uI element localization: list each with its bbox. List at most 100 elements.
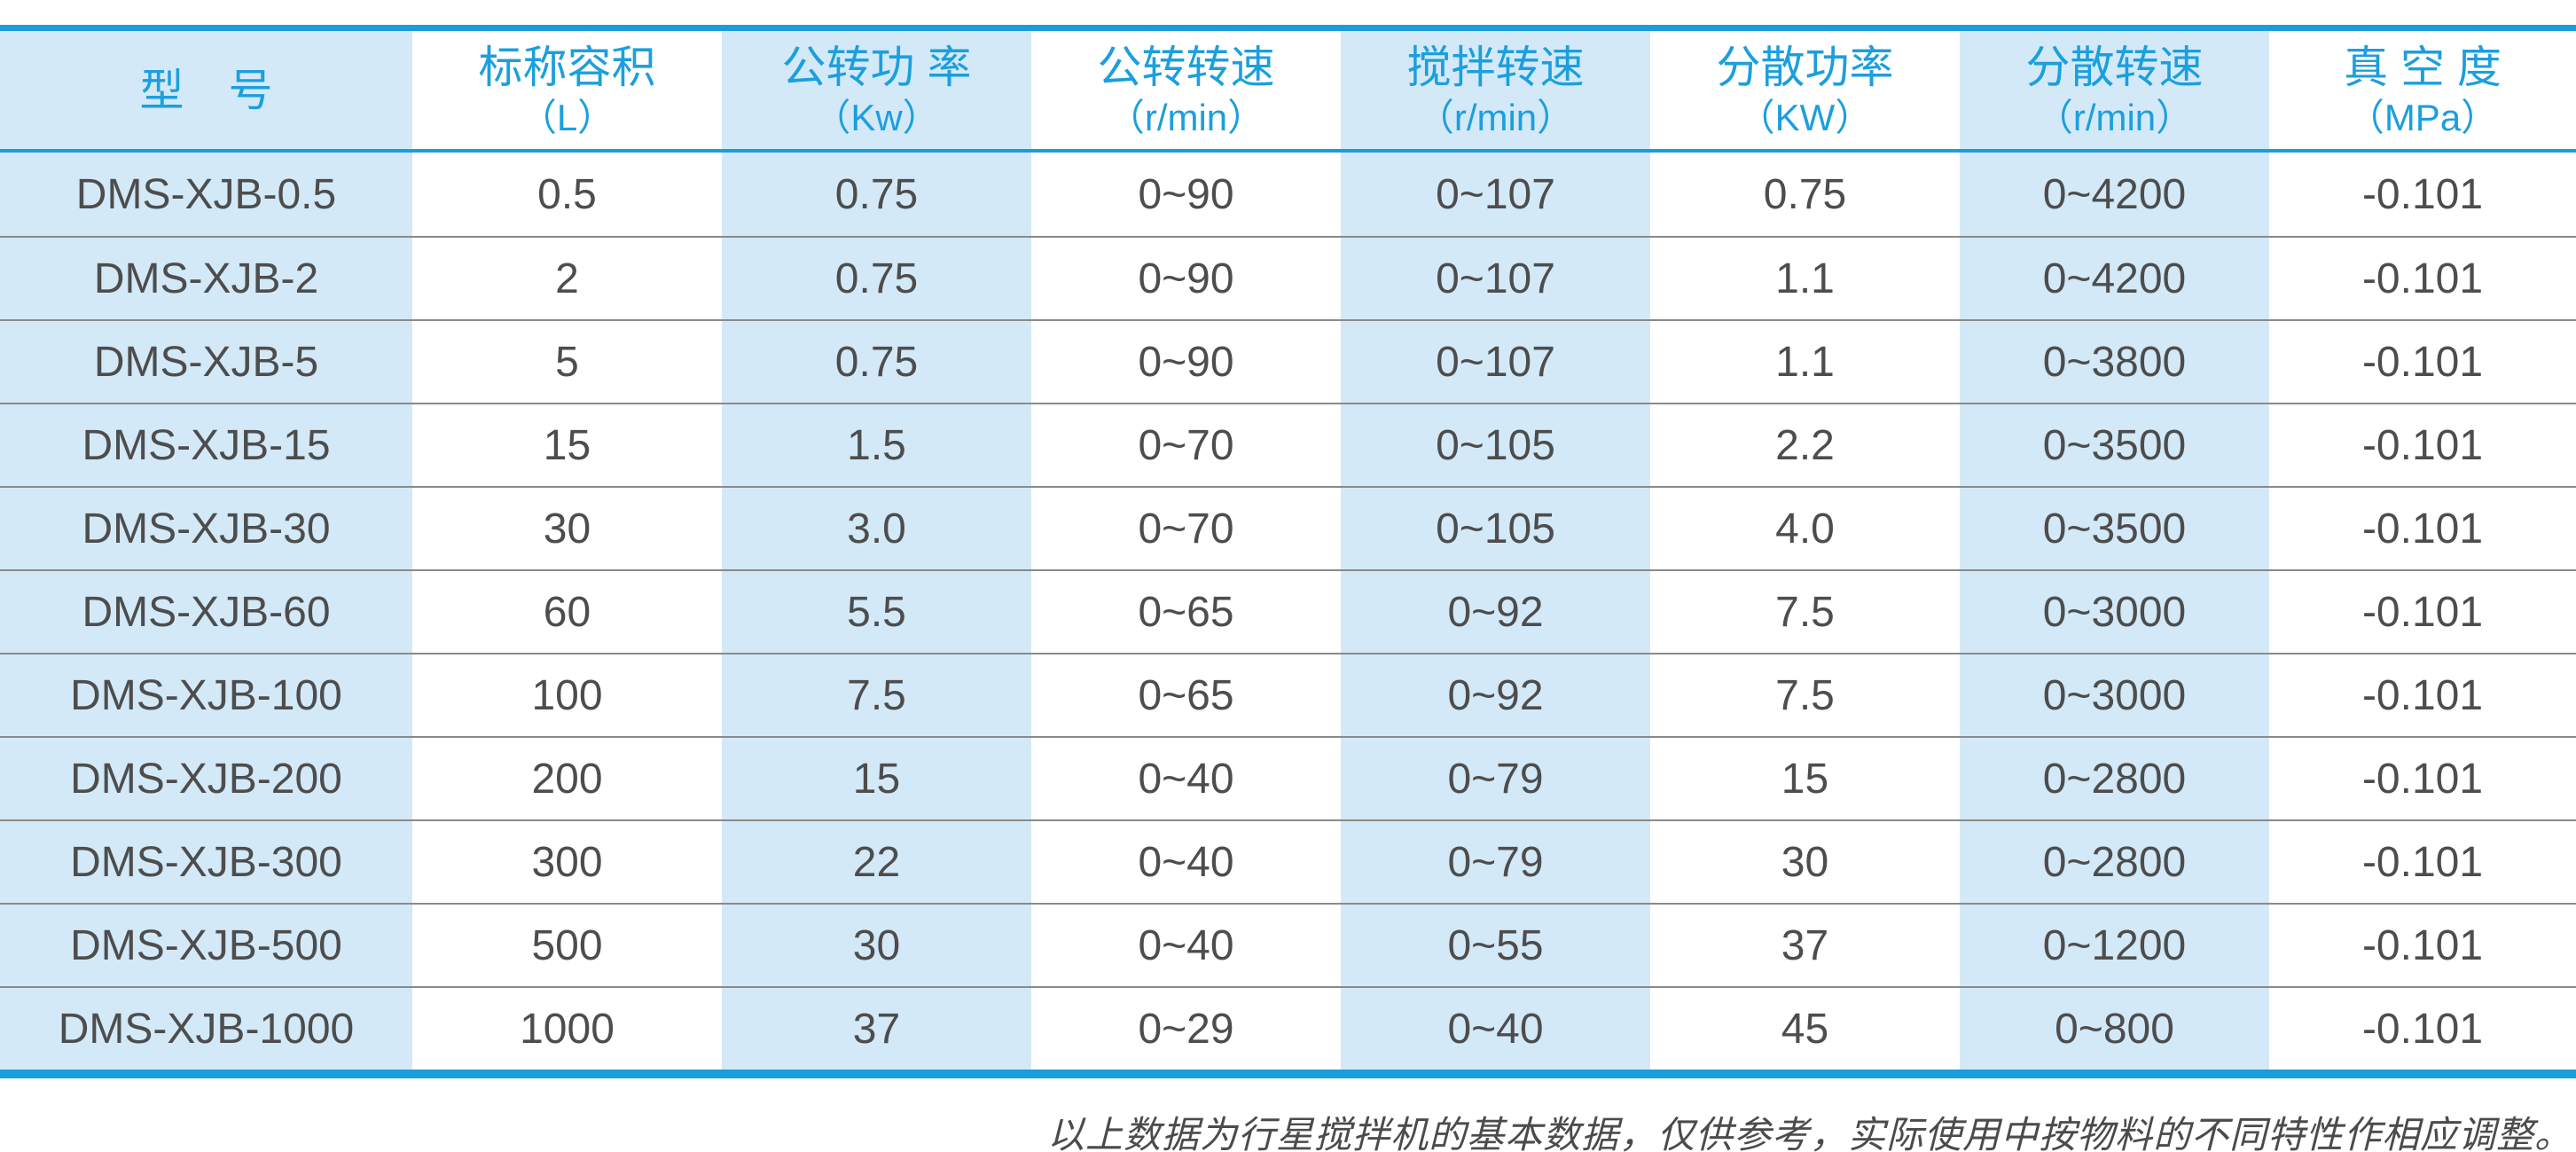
table-cell: 0~800 bbox=[1960, 988, 2269, 1070]
header-unit: （Kw） bbox=[813, 96, 940, 138]
table-cell: -0.101 bbox=[2269, 571, 2576, 653]
table-cell: -0.101 bbox=[2269, 905, 2576, 986]
header-unit: （L） bbox=[519, 96, 615, 138]
table-row: DMS-XJB-200 200 15 0~40 0~79 15 0~2800 -… bbox=[0, 736, 2576, 819]
header-cell-nominal-volume: 标称容积 （L） bbox=[412, 31, 722, 149]
table-cell: 300 bbox=[412, 821, 722, 903]
table-cell: 2 bbox=[412, 238, 722, 319]
table-cell: 0~1200 bbox=[1960, 905, 2269, 986]
table-cell: 0~65 bbox=[1031, 571, 1341, 653]
table-cell: 1.1 bbox=[1650, 238, 1960, 319]
table-row: DMS-XJB-15 15 1.5 0~70 0~105 2.2 0~3500 … bbox=[0, 403, 2576, 486]
table-cell: 30 bbox=[722, 905, 1031, 986]
table-cell: 0~3000 bbox=[1960, 571, 2269, 653]
table-cell: 0~40 bbox=[1031, 905, 1341, 986]
table-cell: 22 bbox=[722, 821, 1031, 903]
table-row: DMS-XJB-1000 1000 37 0~29 0~40 45 0~800 … bbox=[0, 986, 2576, 1070]
header-cell-revolution-speed: 公转转速 （r/min） bbox=[1031, 31, 1341, 149]
table-cell: -0.101 bbox=[2269, 321, 2576, 403]
header-cell-model: 型 号 bbox=[0, 31, 412, 149]
table-cell: 0.75 bbox=[722, 321, 1031, 403]
table-cell: 30 bbox=[412, 488, 722, 569]
table-cell: 5.5 bbox=[722, 571, 1031, 653]
table-cell-model: DMS-XJB-5 bbox=[0, 321, 412, 403]
table-cell-model: DMS-XJB-30 bbox=[0, 488, 412, 569]
header-cell-vacuum-degree: 真 空 度 （MPa） bbox=[2269, 31, 2576, 149]
header-unit: （r/min） bbox=[2035, 96, 2194, 138]
table-cell-model: DMS-XJB-100 bbox=[0, 654, 412, 736]
table-cell: 37 bbox=[722, 988, 1031, 1070]
table-cell: 0~3000 bbox=[1960, 654, 2269, 736]
header-unit: （r/min） bbox=[1107, 96, 1265, 138]
table-cell: -0.101 bbox=[2269, 404, 2576, 486]
table-cell: 0~105 bbox=[1341, 488, 1650, 569]
table-cell: 0~107 bbox=[1341, 321, 1650, 403]
table-cell: -0.101 bbox=[2269, 153, 2576, 236]
header-separator-rule bbox=[0, 149, 2576, 153]
table-cell-model: DMS-XJB-0.5 bbox=[0, 153, 412, 236]
table-row: DMS-XJB-100 100 7.5 0~65 0~92 7.5 0~3000… bbox=[0, 653, 2576, 736]
table-row: DMS-XJB-30 30 3.0 0~70 0~105 4.0 0~3500 … bbox=[0, 486, 2576, 569]
header-unit: （r/min） bbox=[1416, 96, 1575, 138]
header-unit: （KW） bbox=[1737, 96, 1873, 138]
table-cell: 0~79 bbox=[1341, 821, 1650, 903]
table-cell: 0~92 bbox=[1341, 654, 1650, 736]
table-cell: 2.2 bbox=[1650, 404, 1960, 486]
table-row: DMS-XJB-500 500 30 0~40 0~55 37 0~1200 -… bbox=[0, 903, 2576, 986]
table-cell-model: DMS-XJB-300 bbox=[0, 821, 412, 903]
table-cell: 7.5 bbox=[1650, 571, 1960, 653]
table-cell: -0.101 bbox=[2269, 738, 2576, 819]
header-cell-dispersion-power: 分散功率 （KW） bbox=[1650, 31, 1960, 149]
table-cell: 0~2800 bbox=[1960, 738, 2269, 819]
planetary-mixer-spec-table: 型 号 标称容积 （L） 公转功 率 （Kw） 公转转速 （r/min） 搅拌转… bbox=[0, 31, 2576, 1078]
table-cell: 0~2800 bbox=[1960, 821, 2269, 903]
spec-sheet-page: 型 号 标称容积 （L） 公转功 率 （Kw） 公转转速 （r/min） 搅拌转… bbox=[0, 25, 2576, 1152]
table-cell: 0~55 bbox=[1341, 905, 1650, 986]
table-cell: 15 bbox=[1650, 738, 1960, 819]
table-cell: 15 bbox=[412, 404, 722, 486]
table-cell: 15 bbox=[722, 738, 1031, 819]
bottom-accent-rule bbox=[0, 1070, 2576, 1078]
table-row: DMS-XJB-5 5 0.75 0~90 0~107 1.1 0~3800 -… bbox=[0, 319, 2576, 403]
table-cell: 1000 bbox=[412, 988, 722, 1070]
table-cell-model: DMS-XJB-500 bbox=[0, 905, 412, 986]
table-row: DMS-XJB-60 60 5.5 0~65 0~92 7.5 0~3000 -… bbox=[0, 569, 2576, 653]
table-cell: -0.101 bbox=[2269, 654, 2576, 736]
table-cell: 0.5 bbox=[412, 153, 722, 236]
table-cell: 7.5 bbox=[722, 654, 1031, 736]
table-cell: 0~105 bbox=[1341, 404, 1650, 486]
table-cell: 0~3500 bbox=[1960, 404, 2269, 486]
table-cell: 0~65 bbox=[1031, 654, 1341, 736]
table-cell: 200 bbox=[412, 738, 722, 819]
table-cell-model: DMS-XJB-200 bbox=[0, 738, 412, 819]
table-cell: 0~90 bbox=[1031, 153, 1341, 236]
table-cell: 4.0 bbox=[1650, 488, 1960, 569]
table-cell: 0~4200 bbox=[1960, 238, 2269, 319]
table-cell-model: DMS-XJB-60 bbox=[0, 571, 412, 653]
table-cell: 5 bbox=[412, 321, 722, 403]
table-cell: 37 bbox=[1650, 905, 1960, 986]
table-body: DMS-XJB-0.5 0.5 0.75 0~90 0~107 0.75 0~4… bbox=[0, 153, 2576, 1070]
footnote-text: 以上数据为行星搅拌机的基本数据，仅供参考，实际使用中按物料的不同特性作相应调整。 bbox=[1046, 1113, 2572, 1152]
table-cell: 7.5 bbox=[1650, 654, 1960, 736]
table-cell: -0.101 bbox=[2269, 821, 2576, 903]
table-cell-model: DMS-XJB-2 bbox=[0, 238, 412, 319]
table-cell: -0.101 bbox=[2269, 488, 2576, 569]
table-cell: 0~90 bbox=[1031, 238, 1341, 319]
table-cell: 0~92 bbox=[1341, 571, 1650, 653]
table-cell-model: DMS-XJB-15 bbox=[0, 404, 412, 486]
table-cell: 0.75 bbox=[1650, 153, 1960, 236]
header-label: 真 空 度 bbox=[2344, 42, 2502, 92]
table-cell: 0.75 bbox=[722, 238, 1031, 319]
table-cell: -0.101 bbox=[2269, 988, 2576, 1070]
header-label: 分散转速 bbox=[2025, 42, 2204, 92]
table-cell: 30 bbox=[1650, 821, 1960, 903]
header-label: 标称容积 bbox=[478, 42, 656, 92]
table-cell: 0~107 bbox=[1341, 238, 1650, 319]
table-cell: 0~40 bbox=[1341, 988, 1650, 1070]
table-cell: 1.5 bbox=[722, 404, 1031, 486]
table-cell: 100 bbox=[412, 654, 722, 736]
table-cell: 0~70 bbox=[1031, 488, 1341, 569]
header-cell-dispersion-speed: 分散转速 （r/min） bbox=[1960, 31, 2269, 149]
header-label: 型 号 bbox=[139, 65, 273, 115]
